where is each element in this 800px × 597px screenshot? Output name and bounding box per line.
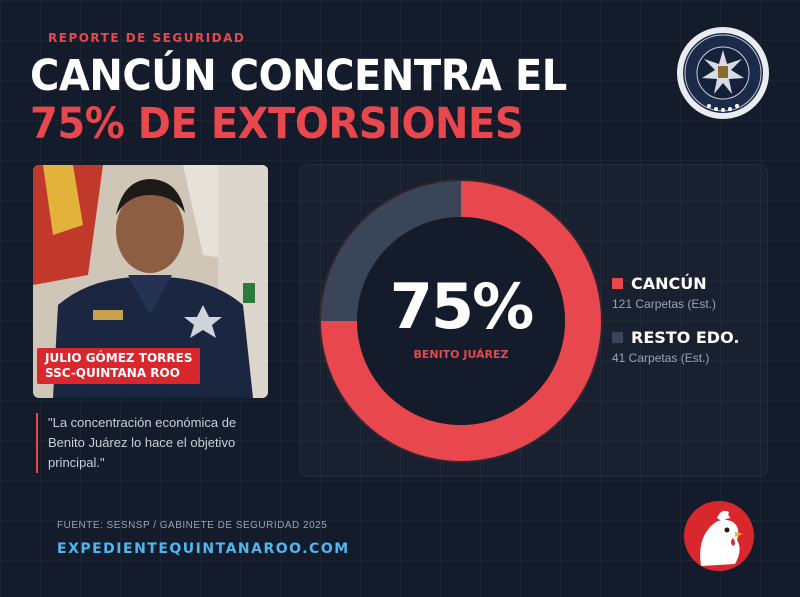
legend-detail-cancun: 121 Carpetas (Est.) <box>612 297 717 311</box>
official-quote: "La concentración económica de Benito Ju… <box>36 413 268 473</box>
donut-slice-resto <box>321 181 461 321</box>
official-name: JULIO GÓMEZ TORRES <box>45 351 193 365</box>
official-title: SSC-QUINTANA ROO <box>45 366 180 380</box>
source-note: FUENTE: SESNSP / GABINETE DE SEGURIDAD 2… <box>57 520 328 531</box>
center-label: BENITO JUÁREZ <box>413 348 509 361</box>
website-link[interactable]: EXPEDIENTEQUINTANAROO.COM <box>57 541 350 557</box>
legend-name-resto: RESTO EDO. <box>631 328 740 347</box>
legend-detail-resto: 41 Carpetas (Est.) <box>612 351 710 365</box>
legend-swatch-resto <box>612 332 623 343</box>
legend-swatch-cancun <box>612 278 623 289</box>
chart-panel <box>299 164 768 477</box>
legend-item-resto: RESTO EDO. 41 Carpetas (Est.) <box>612 328 739 365</box>
donut-hole <box>357 217 565 425</box>
title-line-2: 75% DE EXTORSIONES <box>30 99 524 149</box>
title-line-1: CANCÚN CONCENTRA EL <box>30 51 567 101</box>
legend-name-cancun: CANCÚN <box>631 274 707 293</box>
official-name-badge: JULIO GÓMEZ TORRES SSC-QUINTANA ROO <box>37 348 201 384</box>
page-title: CANCÚN CONCENTRA EL 75% DE EXTORSIONES <box>30 52 567 148</box>
center-percentage: 75% <box>389 270 534 343</box>
donut-chart <box>319 179 603 463</box>
legend-item-cancun: CANCÚN 121 Carpetas (Est.) <box>612 274 716 311</box>
police-seal-logo <box>677 27 769 119</box>
section-kicker: REPORTE DE SEGURIDAD <box>48 31 246 45</box>
rooster-mascot-logo <box>684 501 754 571</box>
